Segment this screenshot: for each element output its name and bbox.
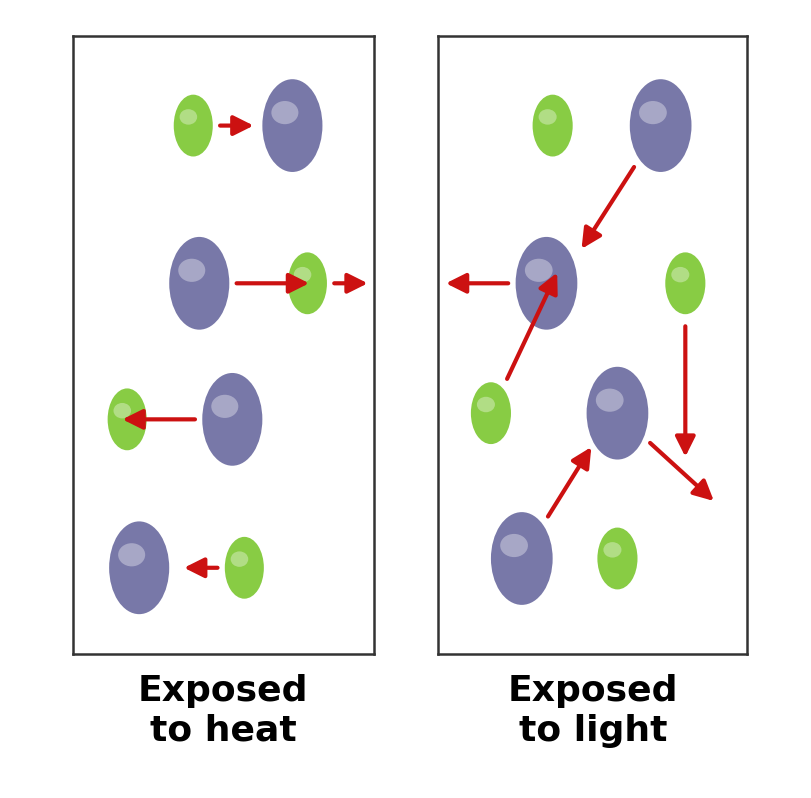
Text: Exposed
to light: Exposed to light	[507, 674, 677, 748]
Ellipse shape	[230, 551, 248, 567]
Ellipse shape	[169, 237, 229, 330]
Ellipse shape	[595, 389, 623, 412]
Ellipse shape	[476, 397, 495, 413]
Ellipse shape	[500, 534, 527, 557]
Ellipse shape	[470, 382, 510, 444]
Ellipse shape	[225, 537, 264, 598]
Ellipse shape	[491, 512, 552, 605]
Ellipse shape	[671, 267, 689, 282]
Ellipse shape	[538, 109, 556, 124]
Ellipse shape	[202, 373, 262, 466]
Ellipse shape	[288, 252, 327, 314]
Ellipse shape	[524, 259, 552, 282]
Ellipse shape	[211, 395, 238, 418]
Ellipse shape	[532, 95, 572, 156]
Ellipse shape	[179, 109, 197, 124]
Ellipse shape	[178, 259, 205, 282]
Ellipse shape	[118, 543, 145, 567]
Ellipse shape	[597, 527, 637, 590]
Ellipse shape	[262, 79, 322, 172]
Ellipse shape	[271, 101, 298, 124]
Ellipse shape	[664, 252, 705, 314]
Text: Exposed
to heat: Exposed to heat	[138, 674, 308, 748]
Ellipse shape	[174, 95, 212, 156]
Ellipse shape	[638, 101, 666, 124]
Ellipse shape	[114, 403, 131, 418]
Ellipse shape	[294, 267, 311, 282]
Ellipse shape	[603, 542, 620, 558]
Ellipse shape	[586, 367, 647, 460]
Ellipse shape	[515, 237, 577, 330]
Ellipse shape	[109, 521, 169, 614]
Ellipse shape	[629, 79, 691, 172]
Ellipse shape	[108, 389, 147, 450]
